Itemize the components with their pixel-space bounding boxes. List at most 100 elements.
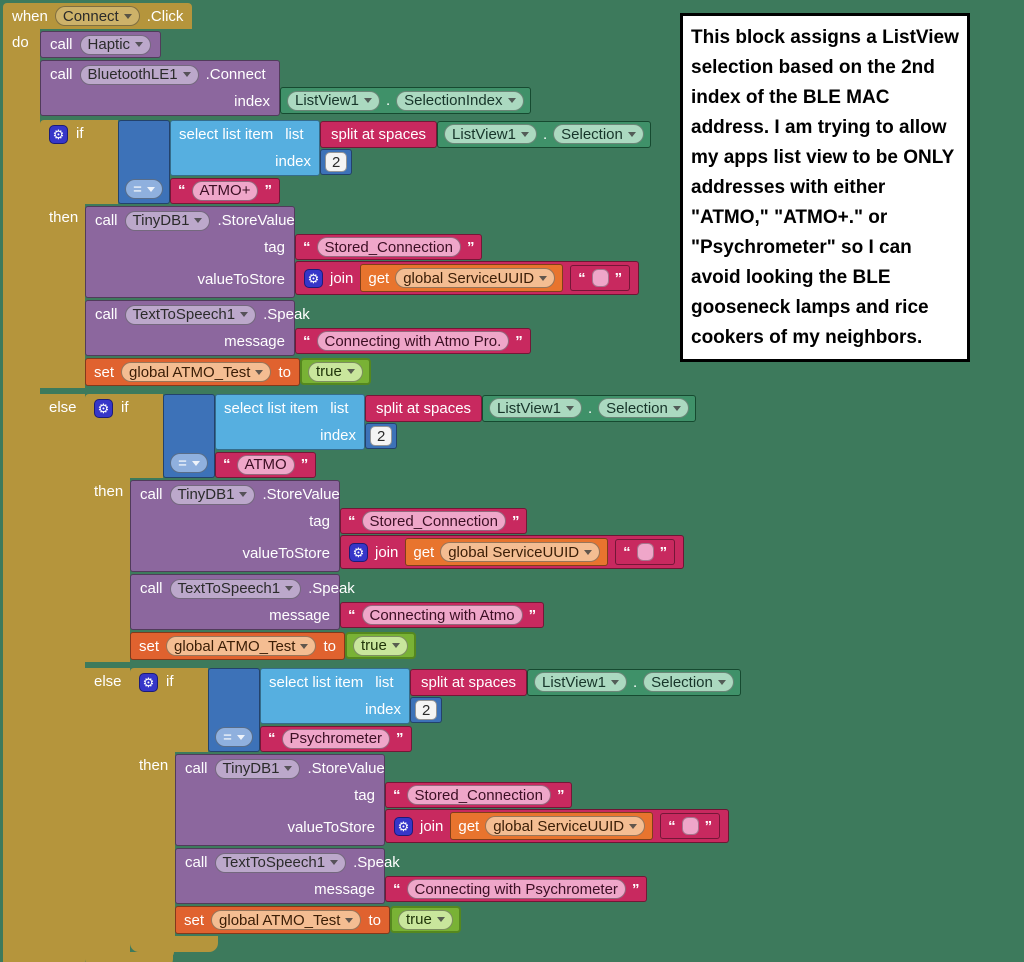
text-field[interactable]: Stored_Connection xyxy=(406,785,551,805)
select-list-item-block[interactable]: select list item list index xyxy=(170,120,651,176)
text-field[interactable]: Psychrometer xyxy=(281,728,391,749)
get-variable-block[interactable]: get global ServiceUUID xyxy=(405,538,609,566)
text-field[interactable]: Connecting with Atmo Pro. xyxy=(316,331,510,351)
split-at-spaces-block[interactable]: split at spaces xyxy=(320,120,438,148)
variable-dropdown[interactable]: global ServiceUUID xyxy=(440,542,601,562)
text-field[interactable]: Connecting with Atmo xyxy=(361,605,523,625)
text-string-block[interactable]: “ Stored_Connection ” xyxy=(295,234,483,260)
join-block[interactable]: ⚙ join get global ServiceUUID xyxy=(340,535,685,569)
call-haptic-block[interactable]: call Haptic xyxy=(40,31,162,58)
mutator-gear-icon[interactable]: ⚙ xyxy=(304,268,323,288)
text-field[interactable]: Stored_Connection xyxy=(361,511,506,531)
text-string-block[interactable]: “ Connecting with Atmo Pro. ” xyxy=(295,328,531,354)
if-block-2[interactable]: ⚙ if = xyxy=(85,394,741,962)
equals-block[interactable]: = selec xyxy=(163,394,696,478)
logic-true-block[interactable]: true xyxy=(344,632,416,659)
listview-selection-getter[interactable]: ListView1 . Selection xyxy=(437,120,651,148)
component-dropdown[interactable]: ListView1 xyxy=(489,398,582,418)
tinydb-dropdown[interactable]: TinyDB1 xyxy=(214,758,301,779)
property-dropdown[interactable]: Selection xyxy=(553,124,644,144)
mutator-gear-icon[interactable]: ⚙ xyxy=(349,542,368,562)
variable-dropdown[interactable]: global ATMO_Test xyxy=(211,910,362,930)
mutator-gear-icon[interactable]: ⚙ xyxy=(394,816,413,836)
text-field[interactable]: ATMO xyxy=(236,454,295,475)
text-string-block[interactable]: “ Stored_Connection ” xyxy=(385,782,573,808)
set-variable-block[interactable]: set global ATMO_Test to true xyxy=(85,358,371,386)
equals-block[interactable]: = xyxy=(208,668,741,752)
select-list-item-block[interactable]: select list item list index xyxy=(260,668,741,724)
operator-dropdown[interactable]: = xyxy=(215,727,253,747)
tts-dropdown[interactable]: TextToSpeech1 xyxy=(124,304,257,325)
get-variable-block[interactable]: get global ServiceUUID xyxy=(450,812,654,840)
texttospeech-speak-block[interactable]: call TextToSpeech1 .Speak xyxy=(130,574,545,630)
component-dropdown[interactable]: Connect xyxy=(54,6,140,26)
text-string-block[interactable]: “ ATMO+ ” xyxy=(170,177,280,204)
when-connect-click-block[interactable]: when Connect .Click do call Haptic xyxy=(3,3,741,962)
logic-dropdown[interactable]: true xyxy=(307,361,363,382)
property-dropdown[interactable]: Selection xyxy=(643,672,734,692)
text-field[interactable] xyxy=(636,543,654,561)
number-block[interactable]: 2 xyxy=(320,149,353,175)
tts-dropdown[interactable]: TextToSpeech1 xyxy=(214,852,347,873)
text-string-block[interactable]: “ Connecting with Psychrometer ” xyxy=(385,876,648,902)
component-dropdown[interactable]: ListView1 xyxy=(534,672,627,692)
text-field[interactable] xyxy=(591,269,609,287)
set-variable-block[interactable]: set global ATMO_Test to xyxy=(130,632,416,660)
variable-dropdown[interactable]: global ServiceUUID xyxy=(485,816,646,836)
logic-true-block[interactable]: true xyxy=(389,906,461,933)
empty-string-block[interactable]: “ ” xyxy=(570,265,631,291)
select-list-item-block[interactable]: select list item list index xyxy=(215,394,696,450)
mutator-gear-icon[interactable]: ⚙ xyxy=(94,399,113,418)
mutator-gear-icon[interactable]: ⚙ xyxy=(49,125,68,144)
if-block-1[interactable]: ⚙ if = xyxy=(40,120,741,962)
number-block[interactable]: 2 xyxy=(410,697,443,723)
if-block-3[interactable]: ⚙ if = xyxy=(130,668,741,958)
logic-dropdown[interactable]: true xyxy=(352,635,408,656)
listview-selection-getter[interactable]: ListView1 . Selection xyxy=(527,668,741,696)
split-at-spaces-block[interactable]: split at spaces xyxy=(410,668,528,696)
operator-dropdown[interactable]: = xyxy=(125,179,163,199)
join-block[interactable]: ⚙ join get global ServiceUUID xyxy=(385,809,730,843)
tinydb-storevalue-block[interactable]: call TinyDB1 .StoreValue xyxy=(175,754,730,846)
component-dropdown[interactable]: ListView1 xyxy=(287,90,380,111)
text-string-block[interactable]: “ ATMO ” xyxy=(215,451,317,478)
get-variable-block[interactable]: get global ServiceUUID xyxy=(360,264,564,292)
tinydb-storevalue-block[interactable]: call TinyDB1 .StoreValue tag valueToSt xyxy=(85,206,640,298)
logic-true-block[interactable]: true xyxy=(299,358,371,385)
number-value[interactable]: 2 xyxy=(370,426,393,446)
set-variable-block[interactable]: set global ATMO_Test to xyxy=(175,906,461,934)
number-value[interactable]: 2 xyxy=(415,700,438,720)
split-at-spaces-block[interactable]: split at spaces xyxy=(365,394,483,422)
text-string-block[interactable]: “ Connecting with Atmo ” xyxy=(340,602,545,628)
text-field[interactable]: Stored_Connection xyxy=(316,237,461,257)
text-string-block[interactable]: “ Psychrometer ” xyxy=(260,725,412,752)
operator-dropdown[interactable]: = xyxy=(170,453,208,473)
listview-selection-getter[interactable]: ListView1 . Selection xyxy=(482,394,696,422)
variable-dropdown[interactable]: global ATMO_Test xyxy=(166,636,317,656)
tts-dropdown[interactable]: TextToSpeech1 xyxy=(169,578,302,599)
call-bluetooth-connect-block[interactable]: call BluetoothLE1 .Connect index xyxy=(40,60,531,116)
empty-string-block[interactable]: “ ” xyxy=(615,539,676,565)
logic-dropdown[interactable]: true xyxy=(397,909,453,930)
component-dropdown[interactable]: ListView1 xyxy=(444,124,537,144)
join-block[interactable]: ⚙ join get global ServiceUUID xyxy=(295,261,640,295)
equals-block[interactable]: = select list item list xyxy=(118,120,651,204)
haptic-dropdown[interactable]: Haptic xyxy=(79,34,152,55)
listview-selectionindex-getter[interactable]: ListView1 . SelectionIndex xyxy=(280,87,531,114)
tinydb-storevalue-block[interactable]: call TinyDB1 .StoreValue xyxy=(130,480,685,572)
variable-dropdown[interactable]: global ServiceUUID xyxy=(395,268,556,288)
bluetooth-dropdown[interactable]: BluetoothLE1 xyxy=(79,64,199,85)
number-value[interactable]: 2 xyxy=(325,152,348,172)
property-dropdown[interactable]: SelectionIndex xyxy=(396,90,524,111)
text-string-block[interactable]: “ Stored_Connection ” xyxy=(340,508,528,534)
tinydb-dropdown[interactable]: TinyDB1 xyxy=(124,210,211,231)
property-dropdown[interactable]: Selection xyxy=(598,398,689,418)
variable-dropdown[interactable]: global ATMO_Test xyxy=(121,362,272,382)
when-block-header[interactable]: when Connect .Click xyxy=(3,3,193,29)
number-block[interactable]: 2 xyxy=(365,423,398,449)
text-field[interactable]: ATMO+ xyxy=(191,180,259,201)
texttospeech-speak-block[interactable]: call TextToSpeech1 .Speak xyxy=(175,848,648,904)
empty-string-block[interactable]: “ ” xyxy=(660,813,721,839)
tinydb-dropdown[interactable]: TinyDB1 xyxy=(169,484,256,505)
mutator-gear-icon[interactable]: ⚙ xyxy=(139,673,158,692)
